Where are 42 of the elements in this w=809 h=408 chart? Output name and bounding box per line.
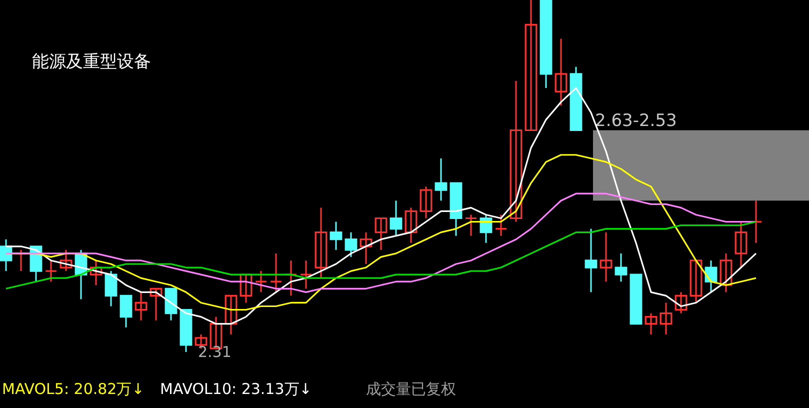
candlestick: [150, 288, 162, 322]
candlestick: [390, 200, 402, 237]
candlestick: [524, 0, 538, 132]
candlestick: [614, 252, 628, 282]
candlestick: [554, 38, 568, 106]
candlestick: [270, 252, 282, 293]
text: MAVOL10: 23.13万↓: [160, 380, 312, 398]
candlestick: [464, 214, 478, 237]
candlestick: [690, 260, 702, 304]
candlestick: [60, 249, 72, 272]
candlestick: [420, 186, 432, 219]
candlestick: [404, 206, 418, 244]
text: MAVOL5: 20.82万↓: [2, 380, 144, 398]
candlestick: [330, 221, 342, 251]
candlestick: [120, 294, 132, 328]
candlestick: [360, 232, 372, 265]
candlestick: [374, 217, 388, 251]
text: 成交量已复权: [366, 380, 456, 398]
candlestick: [600, 232, 612, 282]
annotation: 2.31: [198, 343, 232, 361]
candlestick: [344, 232, 358, 258]
candlestick: [720, 252, 732, 293]
candlestick: [510, 80, 522, 223]
candlestick: [674, 291, 688, 314]
candlestick: [734, 221, 748, 268]
candlestick: [434, 158, 448, 202]
candlestick: [494, 214, 508, 237]
candlestick: [90, 260, 102, 286]
candlestick: [104, 270, 118, 307]
candlestick: [660, 302, 672, 336]
candlestick: [584, 228, 598, 293]
candlestick: [240, 274, 252, 304]
candlestick: [0, 238, 12, 272]
candlestick: [644, 312, 658, 336]
band-label: 2.63-2.53: [594, 111, 677, 132]
candlestick: [224, 294, 238, 336]
candlestick: [314, 206, 328, 279]
candlestick: [254, 270, 268, 293]
candlestick: [300, 260, 312, 290]
candlestick: [44, 260, 58, 282]
text: 能源及重型设备: [32, 52, 151, 72]
candlestick: [134, 291, 148, 322]
